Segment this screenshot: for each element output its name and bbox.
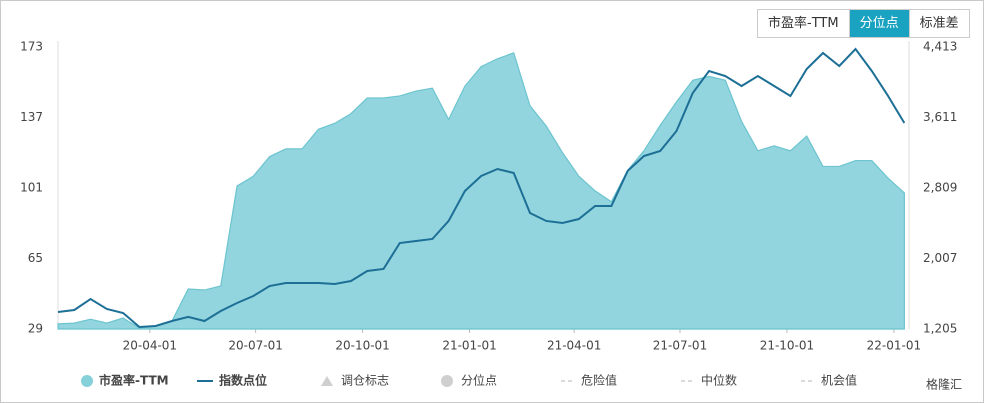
y-tick-label: 29 xyxy=(28,322,43,336)
x-tick-label: 21-07-01 xyxy=(653,339,707,353)
legend-label: 机会值 xyxy=(821,373,857,388)
tab[interactable]: 市盈率-TTM xyxy=(758,10,850,37)
y2-tick-label: 4,413 xyxy=(923,40,957,54)
pe-area xyxy=(57,52,905,330)
y-tick-label: 173 xyxy=(20,40,43,54)
legend-label: 指数点位 xyxy=(219,373,267,388)
x-tick-label: 20-10-01 xyxy=(335,339,389,353)
legend-marker xyxy=(321,376,333,386)
x-tick-label: 20-04-01 xyxy=(123,339,177,353)
legend-label: 市盈率-TTM xyxy=(99,373,169,388)
x-tick-label: 21-10-01 xyxy=(760,339,814,353)
y2-tick-label: 2,809 xyxy=(923,181,957,195)
x-tick-label: 21-04-01 xyxy=(547,339,601,353)
x-tick-label: 21-01-01 xyxy=(442,339,496,353)
tab[interactable]: 分位点 xyxy=(849,10,910,37)
legend-label: 中位数 xyxy=(701,373,737,388)
legend-label: 调仓标志 xyxy=(341,374,389,388)
legend-marker xyxy=(441,375,453,387)
y2-tick-label: 2,007 xyxy=(923,251,957,265)
watermark: 格隆汇 xyxy=(926,377,962,392)
y2-tick-label: 1,205 xyxy=(923,322,957,336)
tab-bar: 市盈率-TTM 分位点 标准差 xyxy=(757,9,970,38)
y2-tick-label: 3,611 xyxy=(923,110,957,124)
y-tick-label: 65 xyxy=(28,251,43,265)
legend-label: 危险值 xyxy=(581,373,617,388)
legend-label: 分位点 xyxy=(461,373,497,388)
y-tick-label: 101 xyxy=(20,181,43,195)
y-tick-label: 137 xyxy=(20,110,43,124)
index-line xyxy=(57,47,906,329)
x-tick-label: 20-07-01 xyxy=(228,339,282,353)
legend-marker xyxy=(81,375,93,387)
tab[interactable]: 标准差 xyxy=(910,10,970,37)
x-tick-label: 22-01-01 xyxy=(867,339,921,353)
